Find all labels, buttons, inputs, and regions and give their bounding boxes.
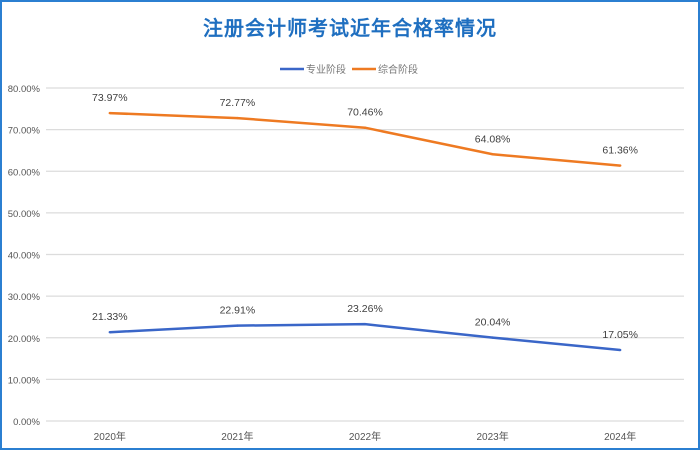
data-label: 72.77%	[220, 97, 256, 109]
data-point	[491, 336, 494, 339]
series-line	[109, 111, 621, 167]
x-tick-label: 2024年	[604, 430, 636, 443]
data-point	[363, 126, 367, 129]
y-tick-label: 20.00%	[8, 334, 41, 345]
data-label: 21.33%	[92, 311, 128, 323]
chart-title: 注册会计师考试近年合格率情况	[203, 16, 497, 40]
data-label: 22.91%	[220, 305, 256, 317]
data-label: 70.46%	[347, 107, 383, 119]
y-tick-label: 50.00%	[8, 209, 41, 220]
y-tick-label: 10.00%	[8, 375, 41, 386]
data-point	[619, 348, 622, 352]
data-point	[236, 324, 239, 327]
data-point	[108, 331, 112, 334]
data-label: 61.36%	[602, 145, 638, 157]
data-point	[363, 322, 367, 326]
data-point	[108, 111, 112, 115]
data-label: 17.05%	[602, 329, 638, 341]
y-tick-label: 70.00%	[8, 126, 41, 137]
y-tick-label: 60.00%	[8, 167, 41, 178]
data-label: 20.04%	[475, 317, 511, 329]
x-tick-label: 2023年	[476, 430, 508, 443]
x-tick-label: 2022年	[349, 430, 381, 443]
y-tick-label: 30.00%	[8, 292, 41, 303]
y-tick-label: 0.00%	[13, 417, 40, 428]
legend-label: 专业阶段	[306, 63, 346, 76]
data-label: 73.97%	[92, 92, 128, 104]
y-tick-label: 40.00%	[8, 251, 41, 262]
data-point	[619, 164, 622, 167]
x-tick-label: 2020年	[94, 430, 126, 443]
legend-label: 综合阶段	[378, 63, 418, 76]
data-point	[491, 153, 494, 156]
data-label: 23.26%	[347, 303, 383, 315]
y-tick-label: 80.00%	[8, 84, 41, 95]
data-label: 64.08%	[475, 133, 511, 145]
data-point	[236, 116, 239, 120]
x-tick-label: 2021年	[221, 430, 253, 443]
